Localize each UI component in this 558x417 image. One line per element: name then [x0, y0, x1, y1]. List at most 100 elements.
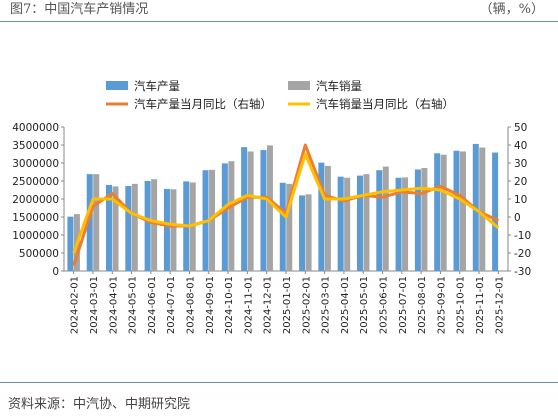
sales-bar [112, 186, 119, 271]
right-tick-label: -10 [514, 230, 531, 242]
right-tick-label: 10 [514, 194, 527, 206]
figure-unit: （辆，%） [479, 2, 544, 17]
left-tick-label: 1000000 [12, 230, 59, 242]
x-tick-label: 2025-02-01 [301, 276, 312, 334]
production-bar [453, 150, 460, 271]
sales-bar [93, 174, 100, 271]
legend-label-2: 汽车产量当月同比（右轴） [134, 97, 272, 111]
production-bar [356, 175, 363, 271]
legend-label-1: 汽车销量 [316, 79, 362, 93]
x-tick-label: 2024-09-01 [205, 276, 216, 334]
legend-swatch-0 [106, 81, 128, 90]
right-tick-label: -30 [514, 266, 531, 278]
x-tick-label: 2025-07-01 [398, 276, 409, 334]
x-tick-label: 2024-06-01 [147, 276, 158, 334]
chart-axes: 0 500000 1000000 1500000 2000000 2500000 30000… [12, 122, 531, 278]
legend-label-0: 汽车产量 [134, 79, 180, 93]
sales-bar [266, 145, 273, 271]
right-tick-label: -20 [514, 248, 531, 260]
sales-bar [189, 182, 196, 271]
production-bar [492, 152, 499, 271]
x-tick-label: 2024-02-01 [70, 276, 81, 334]
x-tick-label: 2024-05-01 [128, 276, 139, 334]
production-bar [163, 188, 170, 271]
left-tick-label: 2000000 [12, 194, 59, 206]
right-tick-label: 0 [514, 212, 521, 224]
production-bar [299, 195, 306, 271]
sales-bar [247, 151, 254, 271]
right-tick-label: 20 [514, 176, 527, 188]
left-tick-label: 500000 [19, 248, 59, 260]
right-tick-label: 50 [514, 122, 527, 134]
x-tick-label: 2024-11-01 [243, 276, 254, 334]
left-tick-label: 3000000 [12, 158, 59, 170]
sales-yoy-line [72, 152, 500, 254]
legend-swatch-1 [288, 81, 310, 90]
production-bar [221, 163, 228, 271]
x-tick-label: 2025-01-01 [282, 276, 293, 334]
left-tick-label: 3500000 [12, 140, 59, 152]
legend-label-3: 汽车销量当月同比（右轴） [316, 97, 454, 111]
sales-bar [402, 177, 409, 271]
sales-bar [286, 183, 293, 271]
bottom-rule [0, 382, 558, 383]
production-bar [241, 147, 248, 271]
production-bar [260, 150, 267, 271]
left-tick-label: 0 [52, 266, 59, 278]
production-bar [125, 186, 132, 271]
top-rule [0, 21, 558, 22]
production-bar [434, 153, 441, 271]
sales-bar [421, 168, 428, 271]
sales-bar [459, 151, 466, 271]
x-axis-ticks: 2024-02-01 2024-03-01 2024-04-01 2024-05-01… [70, 271, 505, 334]
x-tick-label: 2025-10-01 [456, 276, 467, 334]
production-bar [318, 162, 325, 271]
x-tick-label: 2025-08-01 [417, 276, 428, 334]
right-tick-label: 40 [514, 140, 527, 152]
x-tick-label: 2024-10-01 [224, 276, 235, 334]
production-bar [106, 184, 113, 271]
x-tick-label: 2025-05-01 [359, 276, 370, 334]
production-bar [376, 170, 383, 271]
x-tick-label: 2025-12-01 [494, 276, 505, 334]
sales-bar [344, 177, 351, 271]
production-bar [67, 216, 74, 271]
x-tick-label: 2024-03-01 [89, 276, 100, 334]
x-tick-label: 2025-03-01 [321, 276, 332, 334]
left-tick-label: 4000000 [12, 122, 59, 134]
chart-bars [67, 143, 499, 271]
x-tick-label: 2025-11-01 [475, 276, 486, 334]
sales-bar [382, 166, 389, 271]
left-tick-label: 2500000 [12, 176, 59, 188]
figure-title: 图7：中国汽车产销情况 [10, 2, 149, 17]
production-bar [279, 182, 286, 271]
production-bar [144, 181, 151, 271]
sales-bar [170, 189, 177, 271]
sales-bar [151, 179, 158, 271]
x-tick-label: 2025-04-01 [340, 276, 351, 334]
x-tick-label: 2024-08-01 [185, 276, 196, 334]
x-tick-label: 2025-06-01 [379, 276, 390, 334]
sales-bar [363, 174, 370, 271]
sales-bar [440, 154, 447, 271]
x-tick-label: 2024-07-01 [166, 276, 177, 334]
sales-bar [324, 165, 331, 271]
x-tick-label: 2025-09-01 [436, 276, 447, 334]
x-tick-label: 2024-12-01 [263, 276, 274, 334]
x-tick-label: 2024-04-01 [108, 276, 119, 334]
sales-bar [305, 194, 312, 271]
right-tick-label: 30 [514, 158, 527, 170]
production-bar [337, 176, 344, 271]
production-bar [86, 174, 93, 271]
source-note: 资料来源：中汽协、中期研究院 [8, 397, 191, 412]
production-bar [395, 177, 402, 271]
sales-bar [228, 161, 235, 271]
chart-lines [72, 143, 500, 267]
production-bar [414, 169, 421, 271]
sales-bar [209, 169, 216, 271]
sales-bar [479, 147, 486, 271]
sales-bar [131, 183, 138, 271]
left-tick-label: 1500000 [12, 212, 59, 224]
